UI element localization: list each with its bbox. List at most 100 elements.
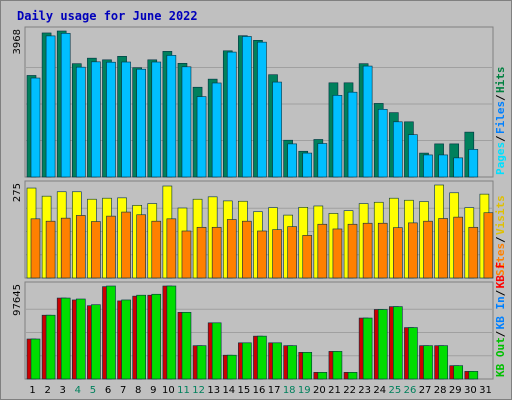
x-tick-label: 24 — [373, 385, 386, 396]
x-tick-label: 18 — [283, 385, 296, 396]
bar-kb-out — [136, 294, 146, 380]
bar-files — [317, 143, 328, 178]
bar-files — [242, 36, 252, 178]
legend-separator: / — [494, 236, 507, 243]
bar-files — [181, 66, 192, 178]
bar-sites — [287, 226, 297, 279]
y-max-label: 97645 — [12, 284, 23, 316]
bar-files — [45, 35, 56, 178]
x-tick-label: 2 — [44, 385, 50, 396]
bar-sites — [30, 218, 41, 279]
bar-sites — [302, 235, 313, 279]
bar-files — [30, 77, 41, 178]
bar-sites — [211, 226, 222, 279]
x-tick-label: 12 — [192, 385, 205, 396]
bar-sites — [166, 218, 177, 279]
bar-kb-out — [302, 352, 313, 380]
bar-files — [287, 143, 297, 178]
x-tick-label: 31 — [479, 385, 492, 396]
bar-files — [362, 65, 373, 178]
legend-separator: / — [494, 135, 507, 142]
bar-kb-out — [272, 342, 282, 380]
x-tick-label: 17 — [268, 385, 281, 396]
legend-hits: Hits — [494, 67, 507, 94]
x-tick-label: 7 — [120, 385, 126, 396]
x-tick-label: 10 — [162, 385, 175, 396]
bar-kb-out — [438, 345, 448, 380]
bar-kb-out — [60, 297, 71, 380]
bar-sites — [45, 220, 56, 279]
bar-sites — [453, 216, 464, 279]
bar-kb-out — [166, 285, 177, 380]
bar-kb-out — [75, 298, 86, 380]
bar-sites — [423, 220, 433, 279]
bar-kb-out — [45, 314, 56, 380]
x-tick-label: 6 — [105, 385, 111, 396]
bar-sites — [196, 226, 207, 279]
legend-visits: Visits — [494, 195, 507, 235]
bar-files — [347, 91, 358, 178]
bar-sites — [317, 223, 328, 279]
bar-files — [75, 66, 86, 178]
x-tick-label: 29 — [449, 385, 462, 396]
bar-kb-out — [121, 299, 131, 380]
x-tick-label: 11 — [177, 385, 190, 396]
legend-kb-in: KB In — [494, 296, 507, 329]
bar-kb-out — [468, 371, 479, 380]
bar-sites — [121, 211, 131, 279]
bar-files — [377, 108, 388, 178]
x-tick-label: 26 — [404, 385, 417, 396]
legend-separator: / — [494, 289, 507, 296]
x-tick-label: 9 — [150, 385, 156, 396]
bar-files — [408, 134, 418, 178]
bar-kb-out — [181, 312, 192, 380]
x-tick-label: 20 — [313, 385, 326, 396]
x-tick-label: 1 — [29, 385, 35, 396]
x-tick-label: 28 — [434, 385, 447, 396]
x-tick-label: 15 — [238, 385, 251, 396]
x-tick-label: 27 — [419, 385, 432, 396]
x-tick-label: 14 — [222, 385, 235, 396]
bar-kb-out — [91, 304, 101, 380]
x-tick-label: 19 — [298, 385, 311, 396]
bar-sites — [332, 228, 343, 279]
bar-files — [151, 61, 162, 178]
bar-kb-out — [106, 285, 116, 380]
bar-files — [468, 149, 479, 178]
bar-kb-out — [30, 338, 41, 380]
bar-kb-out — [453, 365, 464, 380]
legend-kb-out: KB Out — [494, 337, 507, 377]
bar-sites — [362, 222, 373, 279]
bar-files — [106, 61, 116, 178]
bar-sites — [242, 220, 252, 279]
bar-kb-out — [377, 309, 388, 380]
x-tick-label: 22 — [343, 385, 356, 396]
bar-sites — [347, 223, 358, 279]
bar-sites — [483, 212, 494, 279]
bar-sites — [91, 221, 101, 279]
legend-separator: / — [494, 330, 507, 337]
bar-sites — [181, 230, 192, 279]
legend-separator: / — [494, 94, 507, 101]
bar-sites — [438, 218, 448, 279]
x-tick-label: 23 — [358, 385, 371, 396]
bar-sites — [377, 222, 388, 279]
bar-files — [166, 55, 177, 178]
legend-sites: Sites — [494, 243, 507, 276]
bar-kb-out — [211, 322, 222, 380]
bar-kb-out — [196, 345, 207, 380]
bar-sites — [60, 217, 71, 279]
bar-kb-out — [408, 327, 418, 380]
bar-kb-out — [242, 342, 252, 380]
bar-files — [332, 95, 343, 178]
bar-sites — [75, 215, 86, 279]
bar-sites — [393, 227, 403, 279]
bar-files — [453, 157, 464, 178]
bar-files — [423, 154, 433, 178]
x-tick-label: 16 — [253, 385, 266, 396]
bar-kb-out — [317, 372, 328, 380]
bar-files — [91, 61, 101, 178]
bar-sites — [468, 226, 479, 279]
